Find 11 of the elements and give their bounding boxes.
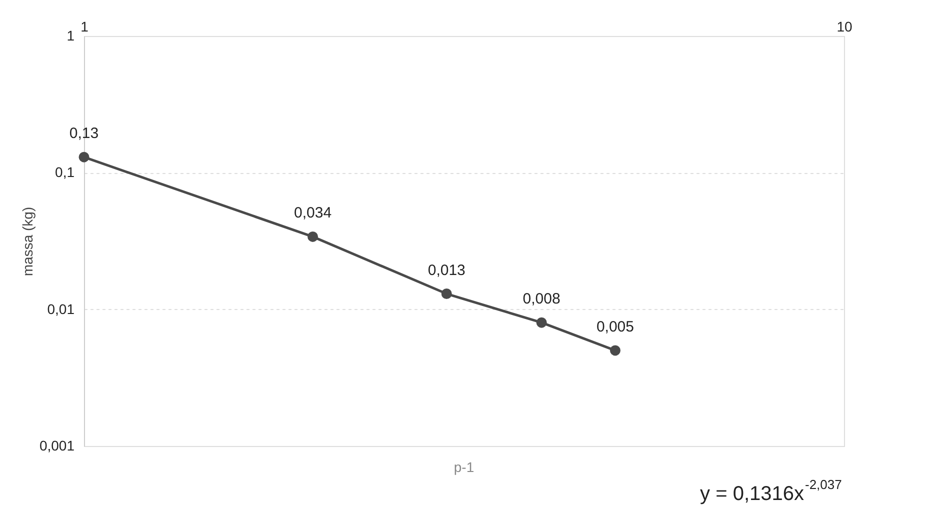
- data-label: 0,13: [69, 125, 99, 142]
- y-axis-title: massa (kg): [19, 206, 36, 276]
- y-tick-label: 0,1: [55, 164, 75, 180]
- x-axis-title: p-1: [454, 459, 474, 475]
- data-label: 0,034: [294, 204, 332, 222]
- y-tick-label: 0,001: [39, 438, 75, 454]
- data-label: 0,013: [428, 262, 466, 279]
- data-label: 0,008: [522, 290, 560, 308]
- data-label: 0,005: [596, 318, 634, 336]
- y-tick-label: 0,01: [47, 300, 75, 317]
- x-tick-label: 10: [836, 18, 852, 34]
